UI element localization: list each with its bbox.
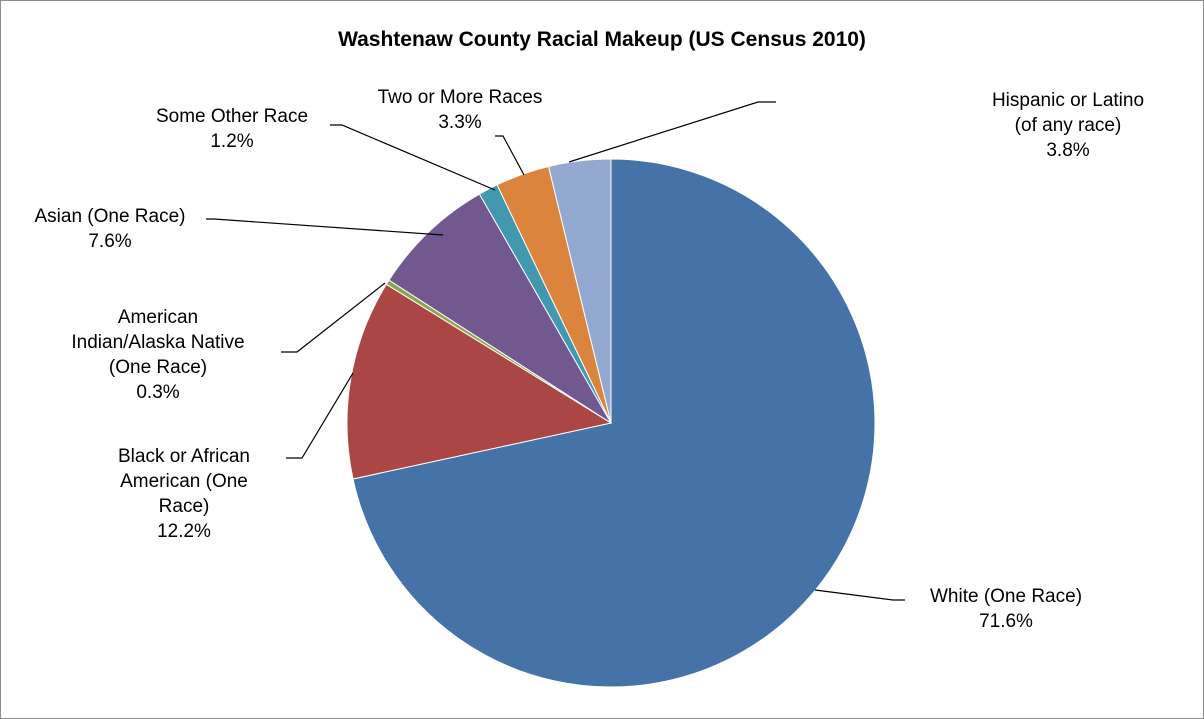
data-label-name: Hispanic or Latino bbox=[992, 90, 1144, 111]
data-label-hispanic-or-latino-of-any-race: Hispanic or Latino (of any race) 3.8% bbox=[992, 90, 1144, 161]
leader-line-some-other-race bbox=[330, 124, 496, 191]
data-label-name: Two or More Races bbox=[378, 87, 543, 108]
pie-slice-black-or-african-american-one-race bbox=[346, 283, 613, 480]
data-label-name: Some Other Race bbox=[156, 106, 308, 127]
data-label-two-or-more-races: Two or More Races 3.3% bbox=[378, 87, 543, 133]
data-label-name: Indian/Alaska Native bbox=[71, 332, 244, 353]
pie-slice-hispanic-or-latino-of-any-race bbox=[547, 158, 612, 424]
data-label-name: Race) bbox=[159, 496, 210, 517]
leader-line-american-indian-alaska-native-one-race bbox=[281, 282, 386, 353]
data-label-name: (One Race) bbox=[109, 357, 207, 378]
pie-slice-asian-one-race bbox=[388, 193, 612, 424]
data-label-name: Asian (One Race) bbox=[34, 206, 185, 227]
data-label-value: 0.3% bbox=[136, 382, 179, 403]
pie-slice-white-one-race bbox=[352, 158, 876, 688]
data-label-value: 7.6% bbox=[88, 231, 131, 252]
data-label-asian-one-race: Asian (One Race) 7.6% bbox=[34, 206, 185, 252]
leader-line-hispanic-or-latino-of-any-race bbox=[568, 101, 776, 163]
leader-line-black-or-african-american-one-race bbox=[286, 372, 354, 459]
data-label-white-one-race: White (One Race) 71.6% bbox=[930, 586, 1082, 632]
data-label-american-indian-alaska-native-one-race: American Indian/Alaska Native (One Race) 0.… bbox=[71, 307, 244, 403]
data-label-black-or-african-american-one-race: Black or African American (One Race) 12.2% bbox=[118, 446, 250, 542]
leader-line-asian-one-race bbox=[206, 218, 444, 236]
data-label-some-other-race: Some Other Race 1.2% bbox=[156, 106, 308, 152]
data-label-name: Black or African bbox=[118, 446, 250, 467]
data-label-value: 3.3% bbox=[438, 112, 481, 133]
data-label-value: 1.2% bbox=[210, 131, 253, 152]
data-label-value: 12.2% bbox=[157, 521, 211, 542]
data-label-name: American (One bbox=[120, 471, 248, 492]
data-label-value: 3.8% bbox=[1046, 140, 1089, 161]
leader-line-two-or-more-races bbox=[495, 135, 525, 176]
data-label-name: (of any race) bbox=[1015, 115, 1122, 136]
leader-line-white-one-race bbox=[814, 589, 905, 601]
data-label-name: American bbox=[118, 307, 198, 328]
chart-title: Washtenaw County Racial Makeup (US Censu… bbox=[338, 28, 866, 51]
data-label-name: White (One Race) bbox=[930, 586, 1082, 607]
data-label-value: 71.6% bbox=[979, 611, 1033, 632]
